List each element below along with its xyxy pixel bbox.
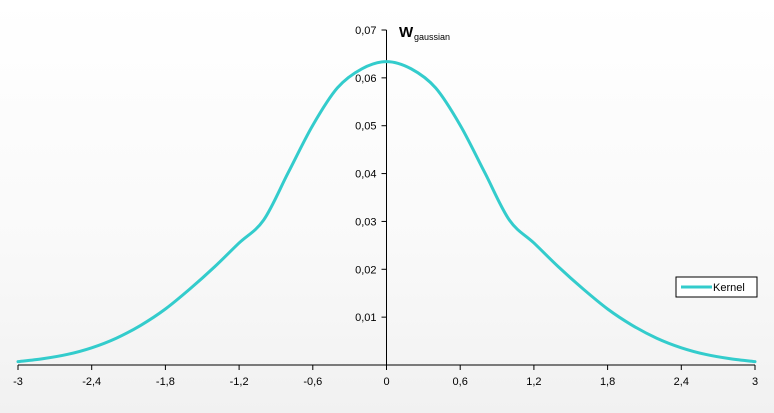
y-tick-label: 0,02 bbox=[355, 264, 376, 276]
legend: Kernel bbox=[675, 276, 758, 298]
series-line-kernel bbox=[16, 60, 757, 364]
y-axis-label-main: W bbox=[399, 24, 414, 41]
x-tick-label: 1,2 bbox=[526, 376, 541, 388]
x-tick-label: 0,6 bbox=[453, 376, 468, 388]
legend-label: Kernel bbox=[713, 282, 745, 294]
axes bbox=[18, 30, 755, 366]
x-tick-label: -0,6 bbox=[303, 376, 322, 388]
y-axis-label: W gaussian bbox=[399, 24, 450, 42]
x-tick-label: -1,2 bbox=[230, 376, 249, 388]
x-tick-label: 2,4 bbox=[674, 376, 689, 388]
y-tick-label: 0,07 bbox=[355, 25, 376, 37]
legend-box bbox=[675, 276, 758, 298]
y-tick-label: 0,01 bbox=[355, 312, 376, 324]
y-tick-label: 0,06 bbox=[355, 73, 376, 85]
series-group bbox=[16, 60, 757, 364]
y-axis-label-sub: gaussian bbox=[414, 32, 450, 42]
y-tick-label: 0,05 bbox=[355, 121, 376, 133]
x-tick-label: -3 bbox=[13, 376, 23, 388]
x-tick-label: 3 bbox=[752, 376, 758, 388]
x-tick-label: -2,4 bbox=[82, 376, 101, 388]
y-tick-label: 0,03 bbox=[355, 216, 376, 228]
y-ticks: 0,01 0,02 0,03 0,04 0,05 0,06 0,07 bbox=[355, 25, 387, 324]
x-ticks: -3 -2,4 -1,8 -1,2 -0,6 0 0,6 1,2 1,8 2,4 3 bbox=[13, 365, 758, 388]
x-tick-label: 0 bbox=[383, 376, 389, 388]
x-tick-label: 1,8 bbox=[600, 376, 615, 388]
x-tick-label: -1,8 bbox=[156, 376, 175, 388]
y-tick-label: 0,04 bbox=[355, 169, 376, 181]
